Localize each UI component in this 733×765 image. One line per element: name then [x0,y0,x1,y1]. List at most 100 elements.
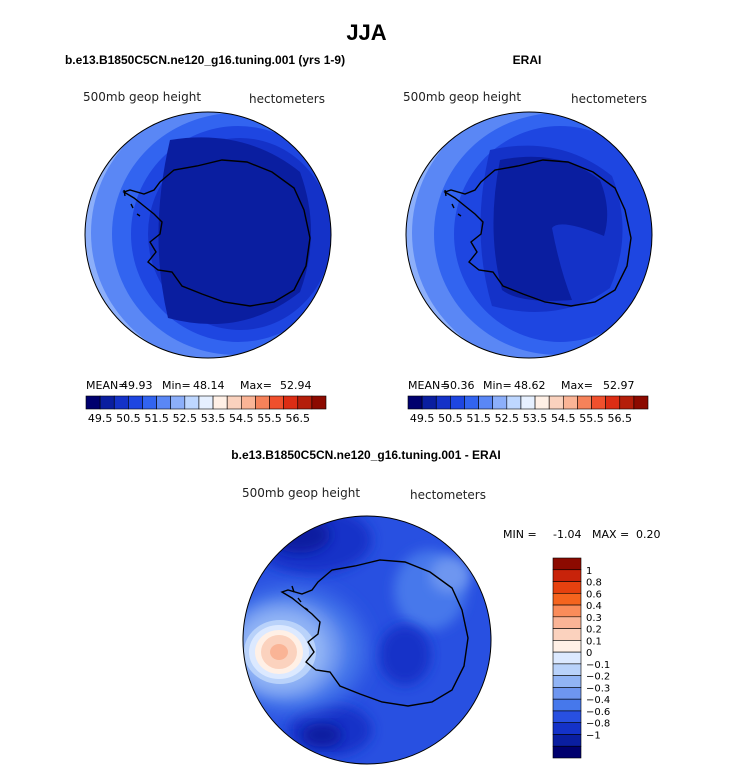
panel-erai: ERAI 500mb geop height hectometers MEAN=… [403,53,653,425]
panel-erai-colorbar-box [577,395,592,410]
panel-model-min-label: Min= [162,379,191,392]
panel-diff-colorbar-tick-label: 0 [586,648,592,659]
panel-diff-colorbar-tick-label: −1 [586,730,601,741]
panel-diff-colorbar-tick-label: −0.4 [586,695,610,706]
panel-diff-colorbar-tick-label: −0.6 [586,707,610,718]
panel-diff-colorbar-tick-label: 0.1 [586,636,602,647]
panel-erai-variable-label: 500mb geop height [403,90,521,104]
panel-diff-subtitle: b.e13.B1850C5CN.ne120_g16.tuning.001 - E… [231,448,500,462]
panel-erai-colorbar-tick-label: 52.5 [495,412,520,425]
panel-model-max-label: Max= [240,379,272,392]
panel-model-subtitle: b.e13.B1850C5CN.ne120_g16.tuning.001 (yr… [65,53,345,67]
panel-model-colorbar-box [198,395,214,410]
panel-erai-colorbar-box [492,395,508,410]
panel-model-colorbar: 49.5 50.5 51.5 52.5 53.5 54.5 55.5 56.5 [85,395,327,425]
panel-model-colorbar-box [184,395,200,410]
panel-diff-colorbar-box [552,604,582,618]
panel-erai-colorbar-tick-label: 51.5 [466,412,491,425]
panel-diff-max: 0.20 [636,528,661,541]
panel-model-colorbar-tick-label: 52.5 [173,412,198,425]
panel-diff-colorbar-tick-label: 1 [586,566,592,577]
panel-diff-colorbar-box [552,687,582,700]
panel-erai-colorbar-tick-label: 56.5 [608,412,633,425]
panel-model-colorbar-tick-label: 49.5 [88,412,113,425]
panel-erai-colorbar-tick-label: 54.5 [551,412,576,425]
panel-model-colorbar-box [128,395,143,410]
panel-erai-subtitle: ERAI [513,53,542,67]
panel-erai-colorbar-box [478,395,494,410]
panel-erai-colorbar-box [591,395,606,410]
panel-model-colorbar-box [311,395,327,410]
panel-erai-colorbar-box [435,395,451,410]
panel-diff-max-label: MAX = [592,528,629,541]
panel-erai-min-label: Min= [483,379,512,392]
panel-diff-colorbar-box [552,675,582,688]
panel-diff-colorbar-tick-label: 0.3 [586,613,602,624]
panel-diff-units-label: hectometers [410,488,486,502]
panel-model-colorbar-box [297,395,313,410]
panel-diff-map [243,516,491,764]
panel-model-colorbar-box [113,395,129,410]
panel-erai-colorbar-box [534,395,550,410]
panel-model-colorbar-box [212,395,228,410]
panel-diff: b.e13.B1850C5CN.ne120_g16.tuning.001 - E… [231,448,661,765]
panel-model-colorbar-tick-label: 55.5 [257,412,282,425]
panel-erai-mean-label: MEAN= [408,379,449,392]
panel-erai-units-label: hectometers [571,92,647,106]
panel-model-colorbar-tick-label: 51.5 [144,412,169,425]
panel-diff-colorbar-box [552,628,582,641]
panel-diff-colorbar-tick-label: −0.3 [586,683,610,694]
panel-diff-colorbar-box [552,557,582,571]
panel-model-colorbar-tick-label: 53.5 [201,412,226,425]
panel-model-variable-label: 500mb geop height [83,90,201,104]
panel-erai-colorbar-box [548,395,564,410]
panel-model-map-border [84,111,332,359]
panel-diff-colorbar-box [552,745,582,759]
panel-model-colorbar-box [240,395,256,410]
panel-diff-map-border [242,515,492,765]
panel-model-colorbar-box [255,395,270,410]
panel-erai-colorbar-box [633,395,649,410]
panel-model-map [85,112,331,358]
panel-diff-colorbar-box [552,663,582,676]
panel-diff-colorbar-tick-label: −0.1 [586,660,610,671]
panel-erai-max: 52.97 [603,379,635,392]
panel-diff-colorbar-tick-label: 0.4 [586,601,602,612]
panel-diff-colorbar-tick-label: 0.6 [586,589,602,600]
panel-erai-mean: 50.36 [443,379,475,392]
panel-model-mean: 49.93 [121,379,153,392]
panel-model-mean-label: MEAN= [86,379,127,392]
panel-diff-min-label: MIN = [503,528,537,541]
panel-diff-min: -1.04 [553,528,581,541]
panel-diff-stats: MIN = -1.04 MAX = 0.20 [503,528,661,541]
panel-erai-colorbar-box [619,395,635,410]
panel-erai-map-border [405,111,653,359]
panel-erai-colorbar-tick-label: 55.5 [579,412,604,425]
panel-erai-colorbar-tick-label: 49.5 [410,412,435,425]
panel-diff-variable-label: 500mb geop height [242,486,360,500]
panel-erai-colorbar-box [520,395,536,410]
panel-diff-colorbar-box [552,569,582,582]
panel-erai-colorbar-box [562,395,578,410]
panel-diff-colorbar-box [552,734,582,747]
panel-erai-colorbar-box [421,395,437,410]
panel-diff-colorbar-box [552,710,582,724]
panel-erai-max-label: Max= [561,379,593,392]
panel-erai-colorbar-box [450,395,465,410]
panel-diff-colorbar: 10.80.60.40.30.20.10−0.1−0.2−0.3−0.4−0.6… [552,557,610,759]
panel-model-colorbar-box [170,395,186,410]
panel-diff-colorbar-tick-label: 0.8 [586,578,602,589]
panel-erai-colorbar-tick-label: 53.5 [523,412,548,425]
panel-model-min: 48.14 [193,379,225,392]
panel-model-colorbar-box [226,395,242,410]
panel-erai-colorbar-box [464,395,479,410]
panel-erai-min: 48.62 [514,379,546,392]
panel-erai-map [406,112,652,358]
panel-diff-colorbar-box [552,698,582,712]
panel-diff-colorbar-box [552,581,582,594]
panel-erai-colorbar-tick-label: 50.5 [438,412,463,425]
panel-model-colorbar-box [85,395,101,410]
panel-erai-colorbar-box [605,395,621,410]
panel-diff-colorbar-box [552,592,582,606]
